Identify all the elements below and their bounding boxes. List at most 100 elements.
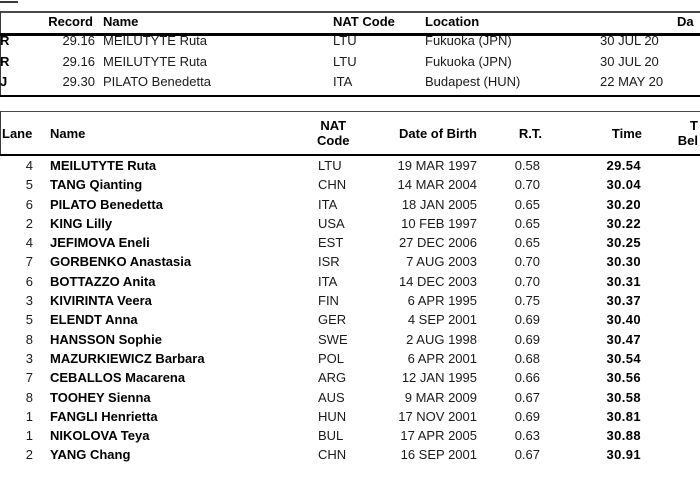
result-time: 30.20 xyxy=(606,196,641,212)
result-reaction-time: 0.65 xyxy=(514,235,540,251)
result-date-of-birth: 7 AUG 2003 xyxy=(406,254,477,270)
result-lane: 1 xyxy=(25,428,33,444)
record-date-clipped: 30 JUL 20 xyxy=(600,33,659,48)
result-lane: 3 xyxy=(25,350,33,366)
result-lane: 5 xyxy=(25,312,33,328)
result-nat-code: CHN xyxy=(318,177,347,193)
result-row: 1 NIKOLOVA Teya BUL 17 APR 2005 0.63 30.… xyxy=(0,426,700,445)
result-time: 30.91 xyxy=(606,447,641,463)
result-swimmer-name: NIKOLOVA Teya xyxy=(50,428,150,444)
results-top-rule xyxy=(0,110,700,112)
result-row: 2 YANG Chang CHN 16 SEP 2001 0.67 30.91 xyxy=(0,445,700,464)
results-header-lane: Lane xyxy=(2,125,33,141)
result-row: 7 GORBENKO Anastasia ISR 7 AUG 2003 0.70… xyxy=(0,252,700,271)
results-header-left-border xyxy=(0,110,2,156)
result-swimmer-name: CEBALLOS Macarena xyxy=(50,370,186,386)
record-nat-code: LTU xyxy=(333,53,357,69)
record-time: 29.16 xyxy=(62,53,95,69)
result-date-of-birth: 17 APR 2005 xyxy=(400,428,477,444)
record-row: R 29.16 MEILUTYTE Ruta LTU Fukuoka (JPN)… xyxy=(0,31,700,52)
results-header-time-behind-clipped: T Bel xyxy=(677,118,698,148)
result-nat-code: CHN xyxy=(318,447,347,463)
result-time: 30.81 xyxy=(606,408,641,424)
result-swimmer-name: TANG Qianting xyxy=(50,177,143,193)
result-row: 1 FANGLI Henrietta HUN 17 NOV 2001 0.69 … xyxy=(0,407,700,426)
result-reaction-time: 0.69 xyxy=(514,331,540,347)
result-row: 4 JEFIMOVA Eneli EST 27 DEC 2006 0.65 30… xyxy=(0,233,700,252)
result-date-of-birth: 9 MAR 2009 xyxy=(404,389,477,405)
record-time: 29.16 xyxy=(62,33,95,48)
result-swimmer-name: MAZURKIEWICZ Barbara xyxy=(50,350,205,366)
result-swimmer-name: PILATO Benedetta xyxy=(50,196,163,212)
result-nat-code: ARG xyxy=(318,370,347,386)
records-top-rule xyxy=(0,11,700,13)
cropped-line-fragment xyxy=(0,1,18,3)
results-header-rule xyxy=(0,154,700,156)
records-header-nat-code: NAT Code xyxy=(333,14,395,29)
record-nat-code: ITA xyxy=(333,74,353,90)
result-time: 29.54 xyxy=(606,158,641,173)
result-reaction-time: 0.65 xyxy=(514,196,540,212)
result-time: 30.37 xyxy=(606,293,641,309)
result-reaction-time: 0.69 xyxy=(514,312,540,328)
result-time: 30.88 xyxy=(606,428,641,444)
result-time: 30.31 xyxy=(606,273,641,289)
result-nat-code: POL xyxy=(318,350,345,366)
result-nat-code: GER xyxy=(318,312,347,328)
result-swimmer-name: JEFIMOVA Eneli xyxy=(50,235,150,251)
record-holder-name: MEILUTYTE Ruta xyxy=(103,33,208,48)
result-row: 7 CEBALLOS Macarena ARG 12 JAN 1995 0.66… xyxy=(0,368,700,387)
result-date-of-birth: 12 JAN 1995 xyxy=(401,370,477,386)
result-row: 8 TOOHEY Sienna AUS 9 MAR 2009 0.67 30.5… xyxy=(0,388,700,407)
result-lane: 5 xyxy=(25,177,33,193)
result-date-of-birth: 17 NOV 2001 xyxy=(398,408,477,424)
result-swimmer-name: BOTTAZZO Anita xyxy=(50,273,156,289)
result-nat-code: ITA xyxy=(318,273,338,289)
result-nat-code: BUL xyxy=(318,428,344,444)
result-lane: 4 xyxy=(25,158,33,173)
records-left-border xyxy=(0,11,2,96)
result-nat-code: ISR xyxy=(318,254,340,270)
result-time: 30.47 xyxy=(606,331,641,347)
record-row: R 29.16 MEILUTYTE Ruta LTU Fukuoka (JPN)… xyxy=(0,52,700,73)
record-time: 29.30 xyxy=(62,74,95,90)
result-reaction-time: 0.75 xyxy=(514,293,540,309)
records-header-date-clipped: Da xyxy=(677,14,694,29)
result-date-of-birth: 4 SEP 2001 xyxy=(407,312,477,328)
result-time: 30.54 xyxy=(606,350,641,366)
record-row: J 29.30 PILATO Benedetta ITA Budapest (H… xyxy=(0,72,700,93)
result-swimmer-name: YANG Chang xyxy=(50,447,131,463)
result-date-of-birth: 14 DEC 2003 xyxy=(398,273,477,289)
result-row: 6 PILATO Benedetta ITA 18 JAN 2005 0.65 … xyxy=(0,195,700,214)
result-row: 3 MAZURKIEWICZ Barbara POL 6 APR 2001 0.… xyxy=(0,349,700,368)
results-header-date-of-birth: Date of Birth xyxy=(399,125,477,141)
record-holder-name: MEILUTYTE Ruta xyxy=(103,53,208,69)
result-time: 30.56 xyxy=(606,370,641,386)
results-header-name: Name xyxy=(50,125,86,141)
result-date-of-birth: 18 JAN 2005 xyxy=(401,196,477,212)
result-row: 6 BOTTAZZO Anita ITA 14 DEC 2003 0.70 30… xyxy=(0,272,700,291)
records-header-record: Record xyxy=(48,14,93,29)
record-location: Fukuoka (JPN) xyxy=(425,33,512,48)
result-lane: 7 xyxy=(25,370,33,386)
result-lane: 8 xyxy=(25,389,33,405)
result-reaction-time: 0.70 xyxy=(514,177,540,193)
result-reaction-time: 0.70 xyxy=(514,273,540,289)
result-reaction-time: 0.58 xyxy=(514,158,540,173)
result-swimmer-name: TOOHEY Sienna xyxy=(50,389,151,405)
results-header-reaction-time: R.T. xyxy=(518,125,542,141)
result-time: 30.40 xyxy=(606,312,641,328)
result-time: 30.04 xyxy=(606,177,641,193)
result-date-of-birth: 6 APR 1995 xyxy=(407,293,477,309)
record-type-fragment: R xyxy=(0,53,10,69)
result-nat-code: AUS xyxy=(318,389,345,405)
result-row: 3 KIVIRINTA Veera FIN 6 APR 1995 0.75 30… xyxy=(0,291,700,310)
results-rows: 4 MEILUTYTE Ruta LTU 19 MAR 1997 0.58 29… xyxy=(0,156,700,465)
result-date-of-birth: 6 APR 2001 xyxy=(407,350,477,366)
result-time: 30.30 xyxy=(606,254,641,270)
records-header-row: Record Name NAT Code Location Da xyxy=(0,11,700,33)
records-rows: R 29.16 MEILUTYTE Ruta LTU Fukuoka (JPN)… xyxy=(0,31,700,93)
results-header-time: Time xyxy=(611,125,642,141)
record-type-fragment: J xyxy=(0,74,8,90)
